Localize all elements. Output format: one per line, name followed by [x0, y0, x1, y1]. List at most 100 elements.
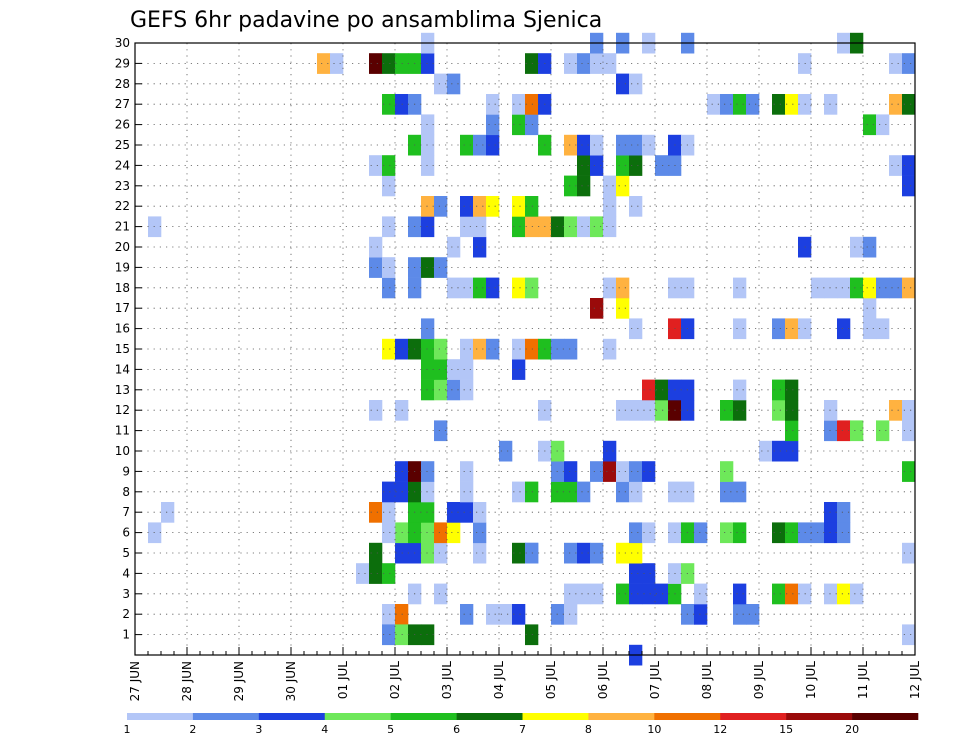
heatmap-cell — [369, 155, 383, 176]
heatmap-cell — [434, 257, 448, 278]
heatmap-cell — [564, 583, 578, 605]
colorbar-label: 1 — [124, 723, 131, 736]
heatmap-cell — [603, 53, 617, 74]
heatmap-cell — [876, 420, 890, 442]
heatmap-cell — [863, 277, 877, 299]
heatmap-cell — [434, 338, 448, 360]
heatmap-cell — [434, 359, 448, 380]
heatmap-cell — [889, 277, 903, 299]
heatmap-cell — [590, 155, 604, 176]
heatmap-cell — [603, 338, 617, 360]
heatmap-cell — [577, 481, 591, 503]
heatmap-cell — [746, 604, 760, 625]
heatmap-cell — [824, 400, 838, 421]
heatmap-cell — [590, 134, 604, 156]
heatmap-cell — [902, 542, 916, 564]
heatmap-cell — [460, 134, 474, 156]
heatmap-cell — [590, 53, 604, 74]
heatmap-cell — [421, 502, 435, 523]
heatmap-cell — [863, 114, 877, 136]
heatmap-cell — [434, 420, 448, 442]
x-tick-label: 12 JUL — [908, 661, 922, 699]
heatmap-cell — [837, 522, 851, 544]
y-tick-label: 14 — [115, 362, 130, 376]
y-tick-label: 4 — [122, 566, 130, 580]
heatmap-cell — [577, 542, 591, 564]
heatmap-cell — [746, 94, 760, 115]
heatmap-cell — [161, 502, 175, 523]
heatmap-cell — [772, 400, 786, 421]
x-tick-label: 06 JUL — [596, 661, 610, 699]
colorbar-label: 3 — [255, 723, 262, 736]
y-tick-label: 25 — [115, 138, 130, 152]
colorbar-swatch — [654, 713, 721, 720]
heatmap-cell — [863, 236, 877, 258]
colorbar-swatch — [127, 713, 194, 720]
colorbar-label: 8 — [585, 723, 592, 736]
heatmap-cell — [616, 400, 630, 421]
heatmap-cell — [421, 481, 435, 503]
heatmap-cell — [525, 114, 539, 136]
heatmap-cell — [785, 379, 799, 401]
heatmap-cell — [421, 461, 435, 482]
heatmap-cell — [824, 522, 838, 544]
heatmap-cell — [564, 604, 578, 625]
heatmap-cell — [460, 196, 474, 217]
y-tick-label: 24 — [115, 158, 130, 172]
x-tick-label: 07 JUL — [648, 661, 662, 699]
colorbar-label: 5 — [387, 723, 394, 736]
heatmap-cell — [369, 502, 383, 523]
colorbar-label: 15 — [779, 723, 793, 736]
colorbar-label: 10 — [647, 723, 661, 736]
heatmap-cell — [564, 134, 578, 156]
y-tick-label: 29 — [115, 56, 130, 70]
colorbar-label: 2 — [189, 723, 196, 736]
heatmap-cell — [772, 94, 786, 115]
heatmap-cell — [863, 298, 877, 319]
heatmap-cell — [525, 53, 539, 74]
heatmap-cell — [603, 440, 617, 462]
heatmap-cell — [733, 94, 747, 115]
x-tick-label: 10 JUL — [804, 661, 818, 699]
y-tick-label: 2 — [122, 607, 130, 621]
heatmap-cell — [473, 196, 487, 217]
heatmap-cell — [824, 502, 838, 523]
y-tick-label: 23 — [115, 179, 130, 193]
heatmap-cell — [876, 277, 890, 299]
heatmap-cell — [733, 277, 747, 299]
heatmap-cell — [824, 583, 838, 605]
heatmap-cell — [525, 216, 539, 238]
y-tick-label: 9 — [122, 464, 130, 478]
y-tick-label: 6 — [122, 526, 130, 540]
heatmap-cell — [382, 502, 396, 523]
heatmap-cell — [447, 359, 461, 380]
colorbar-swatch — [192, 713, 260, 720]
heatmap-cell — [759, 440, 773, 462]
heatmap-cell — [421, 522, 435, 544]
heatmap-cell — [616, 73, 630, 95]
heatmap-cell — [525, 196, 539, 217]
heatmap-cell — [785, 522, 799, 544]
heatmap-cell — [655, 379, 669, 401]
y-tick-label: 15 — [115, 342, 130, 356]
heatmap-cell — [421, 338, 435, 360]
heatmap-cell — [564, 53, 578, 74]
x-tick-label: 30 JUN — [284, 661, 298, 701]
heatmap-cell — [837, 277, 851, 299]
heatmap-cell — [889, 155, 903, 176]
heatmap-cell — [577, 175, 591, 197]
heatmap-cell — [382, 522, 396, 544]
heatmap-cell — [733, 604, 747, 625]
heatmap-cell — [421, 216, 435, 238]
heatmap-cell — [460, 481, 474, 503]
heatmap-cell — [473, 134, 487, 156]
heatmap-cell — [837, 420, 851, 442]
heatmap-cell — [772, 522, 786, 544]
heatmap-cells — [148, 32, 916, 666]
heatmap-cell — [720, 461, 734, 482]
heatmap-cell — [460, 359, 474, 380]
heatmap-cell — [785, 440, 799, 462]
heatmap-cell — [733, 583, 747, 605]
colorbar-legend: 1 2 3 4 5 6 7 8 10 12 15 20 — [124, 713, 919, 736]
heatmap-cell — [525, 481, 539, 503]
